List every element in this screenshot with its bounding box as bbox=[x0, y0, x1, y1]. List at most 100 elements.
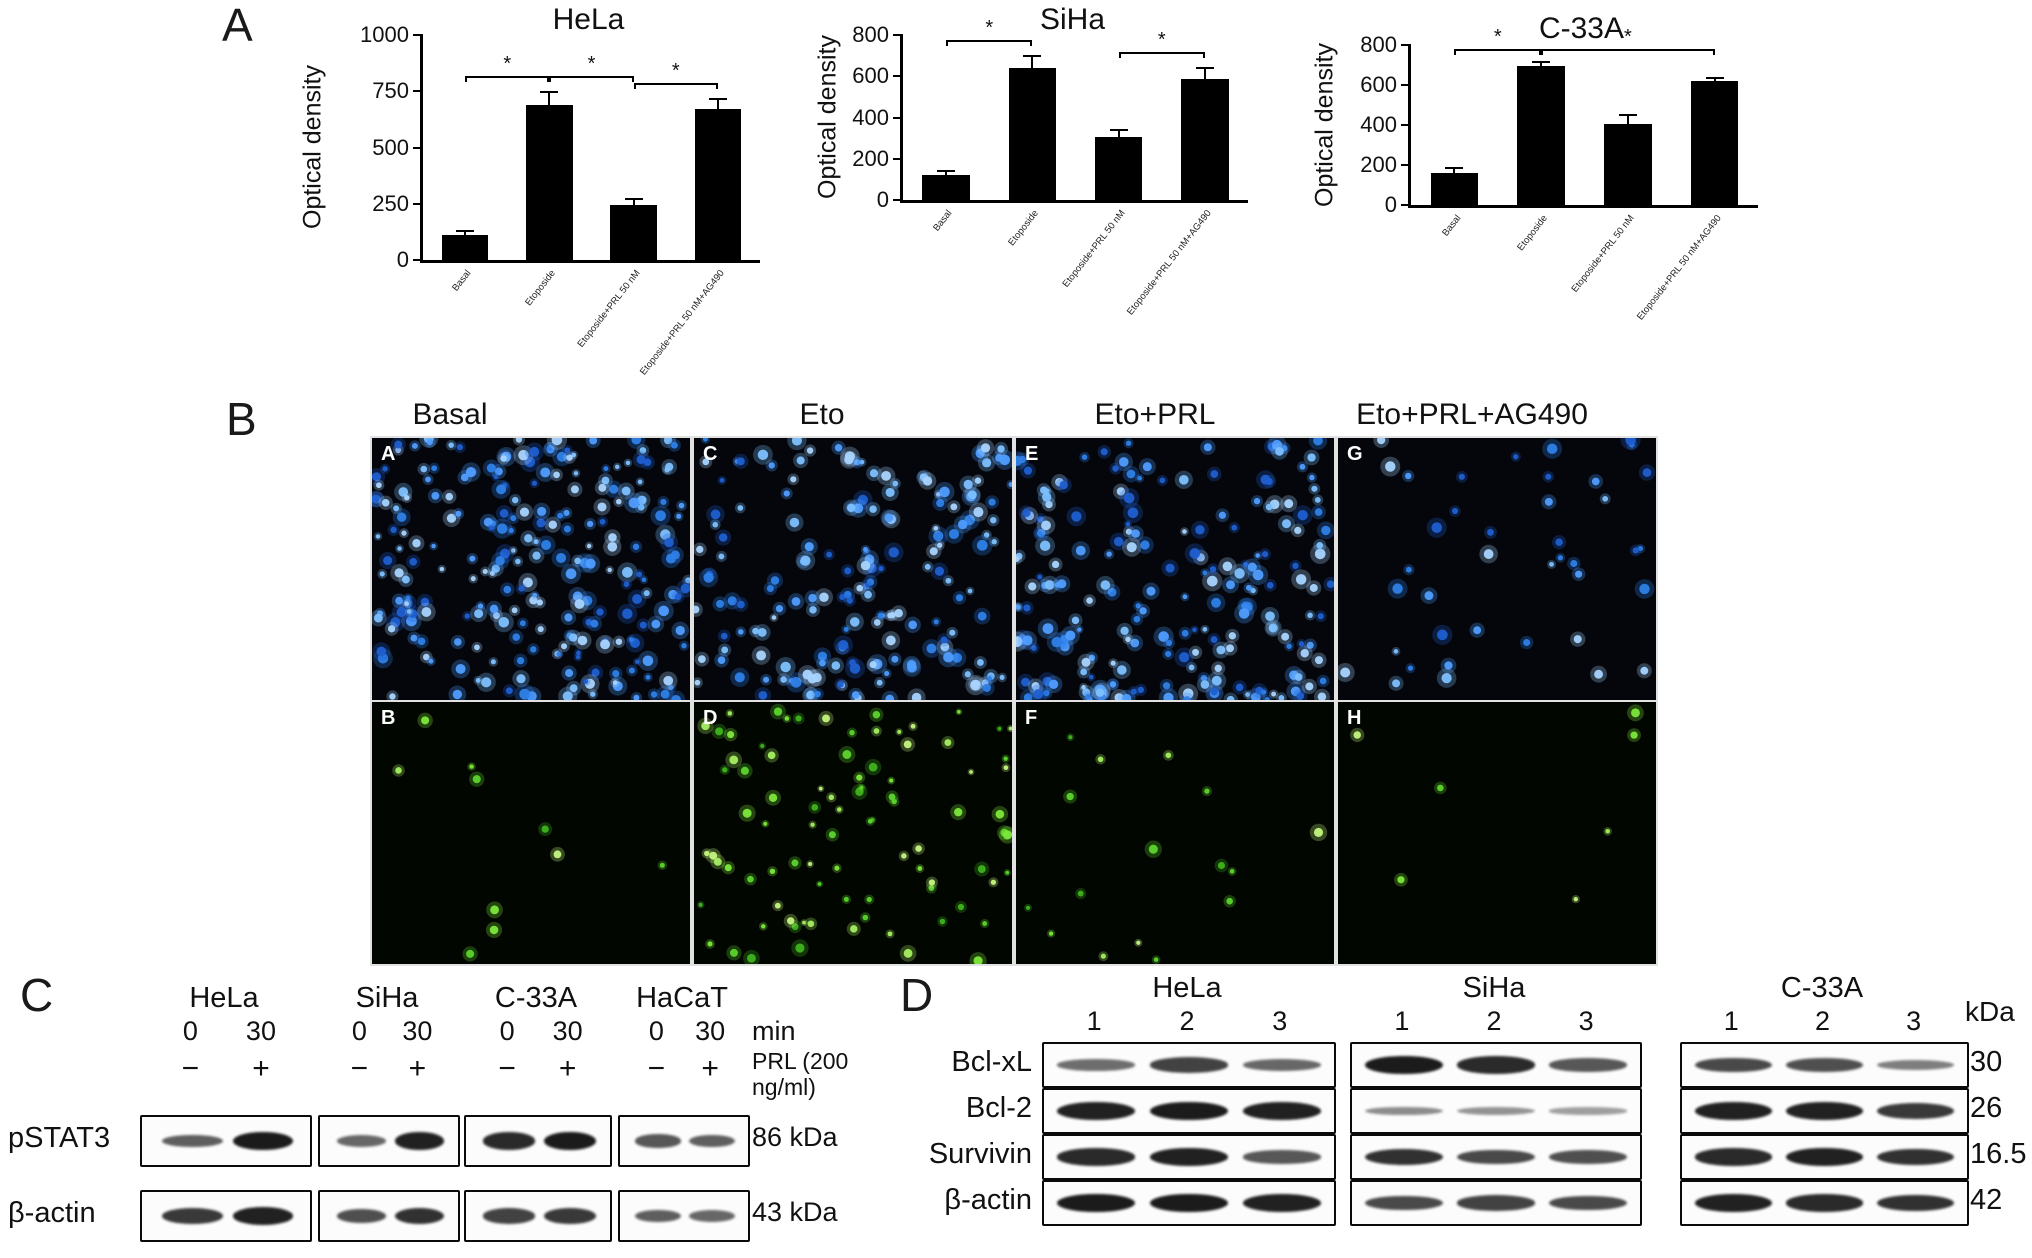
kda-header: kDa bbox=[1965, 996, 2015, 1027]
kda-value-bcl-xl: 30 bbox=[1970, 1046, 2003, 1078]
protein-band bbox=[1242, 1194, 1321, 1212]
protein-band bbox=[1149, 1148, 1229, 1166]
y-axis-title-hela: Optical density bbox=[298, 65, 327, 229]
y-tick-label: 200 bbox=[852, 145, 889, 171]
protein-band bbox=[483, 1208, 536, 1224]
blot-actin-siha bbox=[318, 1190, 460, 1242]
protein-band bbox=[1786, 1194, 1863, 1212]
protein-band bbox=[1149, 1101, 1229, 1121]
plot-area-siha: 0 200 400 600 800 Basal Etoposide Etoposide+PRL… bbox=[852, 17, 1248, 317]
micro-image-letter: F bbox=[1025, 707, 1038, 729]
error-bar bbox=[945, 171, 948, 176]
protein-band bbox=[162, 1134, 223, 1148]
significance-bracket bbox=[946, 39, 1033, 42]
micro-image-letter: C bbox=[703, 443, 718, 465]
time-point-label: 0 bbox=[351, 1016, 367, 1046]
significance-bracket-end bbox=[549, 76, 552, 83]
error-bar bbox=[1626, 115, 1629, 124]
column-title-eto-prl-ag490: Eto+PRL+AG490 bbox=[1356, 398, 1588, 431]
significance-bracket-end bbox=[1030, 39, 1033, 46]
significance-bracket-end bbox=[633, 83, 636, 90]
fluorescence-dots bbox=[1024, 733, 1328, 964]
lane-number-label: 3 bbox=[1272, 1006, 1288, 1036]
error-bar bbox=[548, 92, 551, 105]
significance-bracket bbox=[1454, 49, 1542, 51]
micro-image-letter: B bbox=[381, 707, 396, 729]
y-axis-tick bbox=[893, 34, 903, 36]
protein-band bbox=[1694, 1102, 1772, 1120]
micro-image-letter: H bbox=[1347, 707, 1362, 729]
blot-survivin-siha bbox=[1350, 1134, 1642, 1180]
protein-band bbox=[1877, 1103, 1955, 1119]
micro-image-b-basal-green: B bbox=[370, 700, 692, 966]
protein-band bbox=[1149, 1193, 1229, 1213]
error-bar bbox=[1203, 68, 1206, 80]
blot-actin-hela bbox=[1042, 1180, 1336, 1226]
bar-etoposide-prl-50-nm bbox=[610, 204, 657, 260]
time-unit-label: min bbox=[752, 1016, 796, 1046]
kda-label-beta-actin: 43 kDa bbox=[752, 1197, 838, 1227]
panel-b-label: B bbox=[226, 393, 257, 445]
micro-image-letter: D bbox=[703, 707, 718, 729]
blot-bcl-xl-siha bbox=[1350, 1042, 1642, 1088]
significance-bracket-end bbox=[1539, 49, 1542, 55]
blot-bcl-xl-c-33a bbox=[1680, 1042, 1969, 1088]
protein-band bbox=[1457, 1149, 1535, 1165]
fluorescence-dots bbox=[694, 438, 1012, 700]
protein-band bbox=[1242, 1059, 1321, 1071]
protein-band bbox=[1364, 1148, 1443, 1166]
protein-band bbox=[1694, 1057, 1772, 1073]
y-tick-label: 0 bbox=[1384, 192, 1397, 217]
fluorescence-dots bbox=[372, 438, 690, 700]
x-tick-label: Etoposide+PRL 50 nM+AG490 bbox=[1124, 208, 1214, 318]
bar-etoposide-prl-50-nm-ag490 bbox=[1690, 81, 1739, 205]
fluorescence-dots bbox=[1338, 438, 1656, 691]
protein-band bbox=[1694, 1148, 1772, 1166]
x-tick-label: Etoposide bbox=[523, 268, 559, 309]
blot-actin-siha bbox=[1350, 1180, 1642, 1226]
protein-band bbox=[1549, 1150, 1628, 1164]
significance-bracket bbox=[465, 76, 550, 79]
micro-image-d-eto-green: D bbox=[692, 700, 1014, 966]
blot-bcl-2-hela bbox=[1042, 1088, 1336, 1134]
cell-line-siha: SiHa bbox=[355, 982, 419, 1014]
significance-bracket bbox=[1541, 49, 1715, 51]
protein-band bbox=[336, 1135, 387, 1147]
panel-c-label: C bbox=[20, 969, 54, 1021]
error-bar-cap bbox=[1618, 114, 1637, 116]
y-axis-tick bbox=[1401, 124, 1411, 126]
treatment-sign: + bbox=[252, 1052, 270, 1085]
significance-bracket-end bbox=[946, 39, 949, 46]
blot-pstat3-c-33a bbox=[464, 1115, 612, 1167]
y-axis-tick bbox=[1401, 204, 1411, 206]
protein-label-beta-actin: β-actin bbox=[8, 1197, 96, 1229]
micro-image-f-eto-prl-green: F bbox=[1014, 700, 1336, 966]
protein-band bbox=[162, 1208, 223, 1224]
protein-band bbox=[543, 1208, 596, 1224]
error-bar bbox=[1713, 78, 1716, 81]
significance-star: * bbox=[985, 16, 994, 39]
error-bar-cap bbox=[1195, 67, 1214, 69]
protein-band bbox=[1457, 1056, 1535, 1074]
error-bar bbox=[1540, 62, 1543, 66]
protein-label-pstat3: pSTAT3 bbox=[8, 1122, 111, 1154]
protein-band bbox=[1149, 1057, 1229, 1073]
micro-image-g-eto-prl-ag490-blue: G bbox=[1336, 436, 1658, 702]
y-tick-label: 400 bbox=[852, 104, 889, 130]
y-tick-label: 250 bbox=[372, 190, 409, 216]
significance-bracket bbox=[633, 83, 718, 86]
protein-band bbox=[1364, 1195, 1443, 1211]
protein-band bbox=[1549, 1107, 1628, 1115]
fluorescence-dots bbox=[1016, 438, 1334, 700]
fluorescence-dots bbox=[392, 712, 668, 962]
significance-bracket bbox=[549, 76, 634, 79]
protein-band bbox=[394, 1207, 445, 1225]
error-bar-cap bbox=[1023, 54, 1042, 57]
blot-actin-c-33a bbox=[464, 1190, 612, 1242]
significance-star: * bbox=[1157, 29, 1166, 51]
micro-image-a-basal-blue: A bbox=[370, 436, 692, 702]
treatment-sign: + bbox=[558, 1052, 577, 1085]
protein-label-bcl-xl: Bcl-xL bbox=[951, 1046, 1032, 1078]
bar-etoposide-prl-50-nm-ag490 bbox=[694, 109, 742, 260]
significance-bracket bbox=[1118, 52, 1205, 54]
